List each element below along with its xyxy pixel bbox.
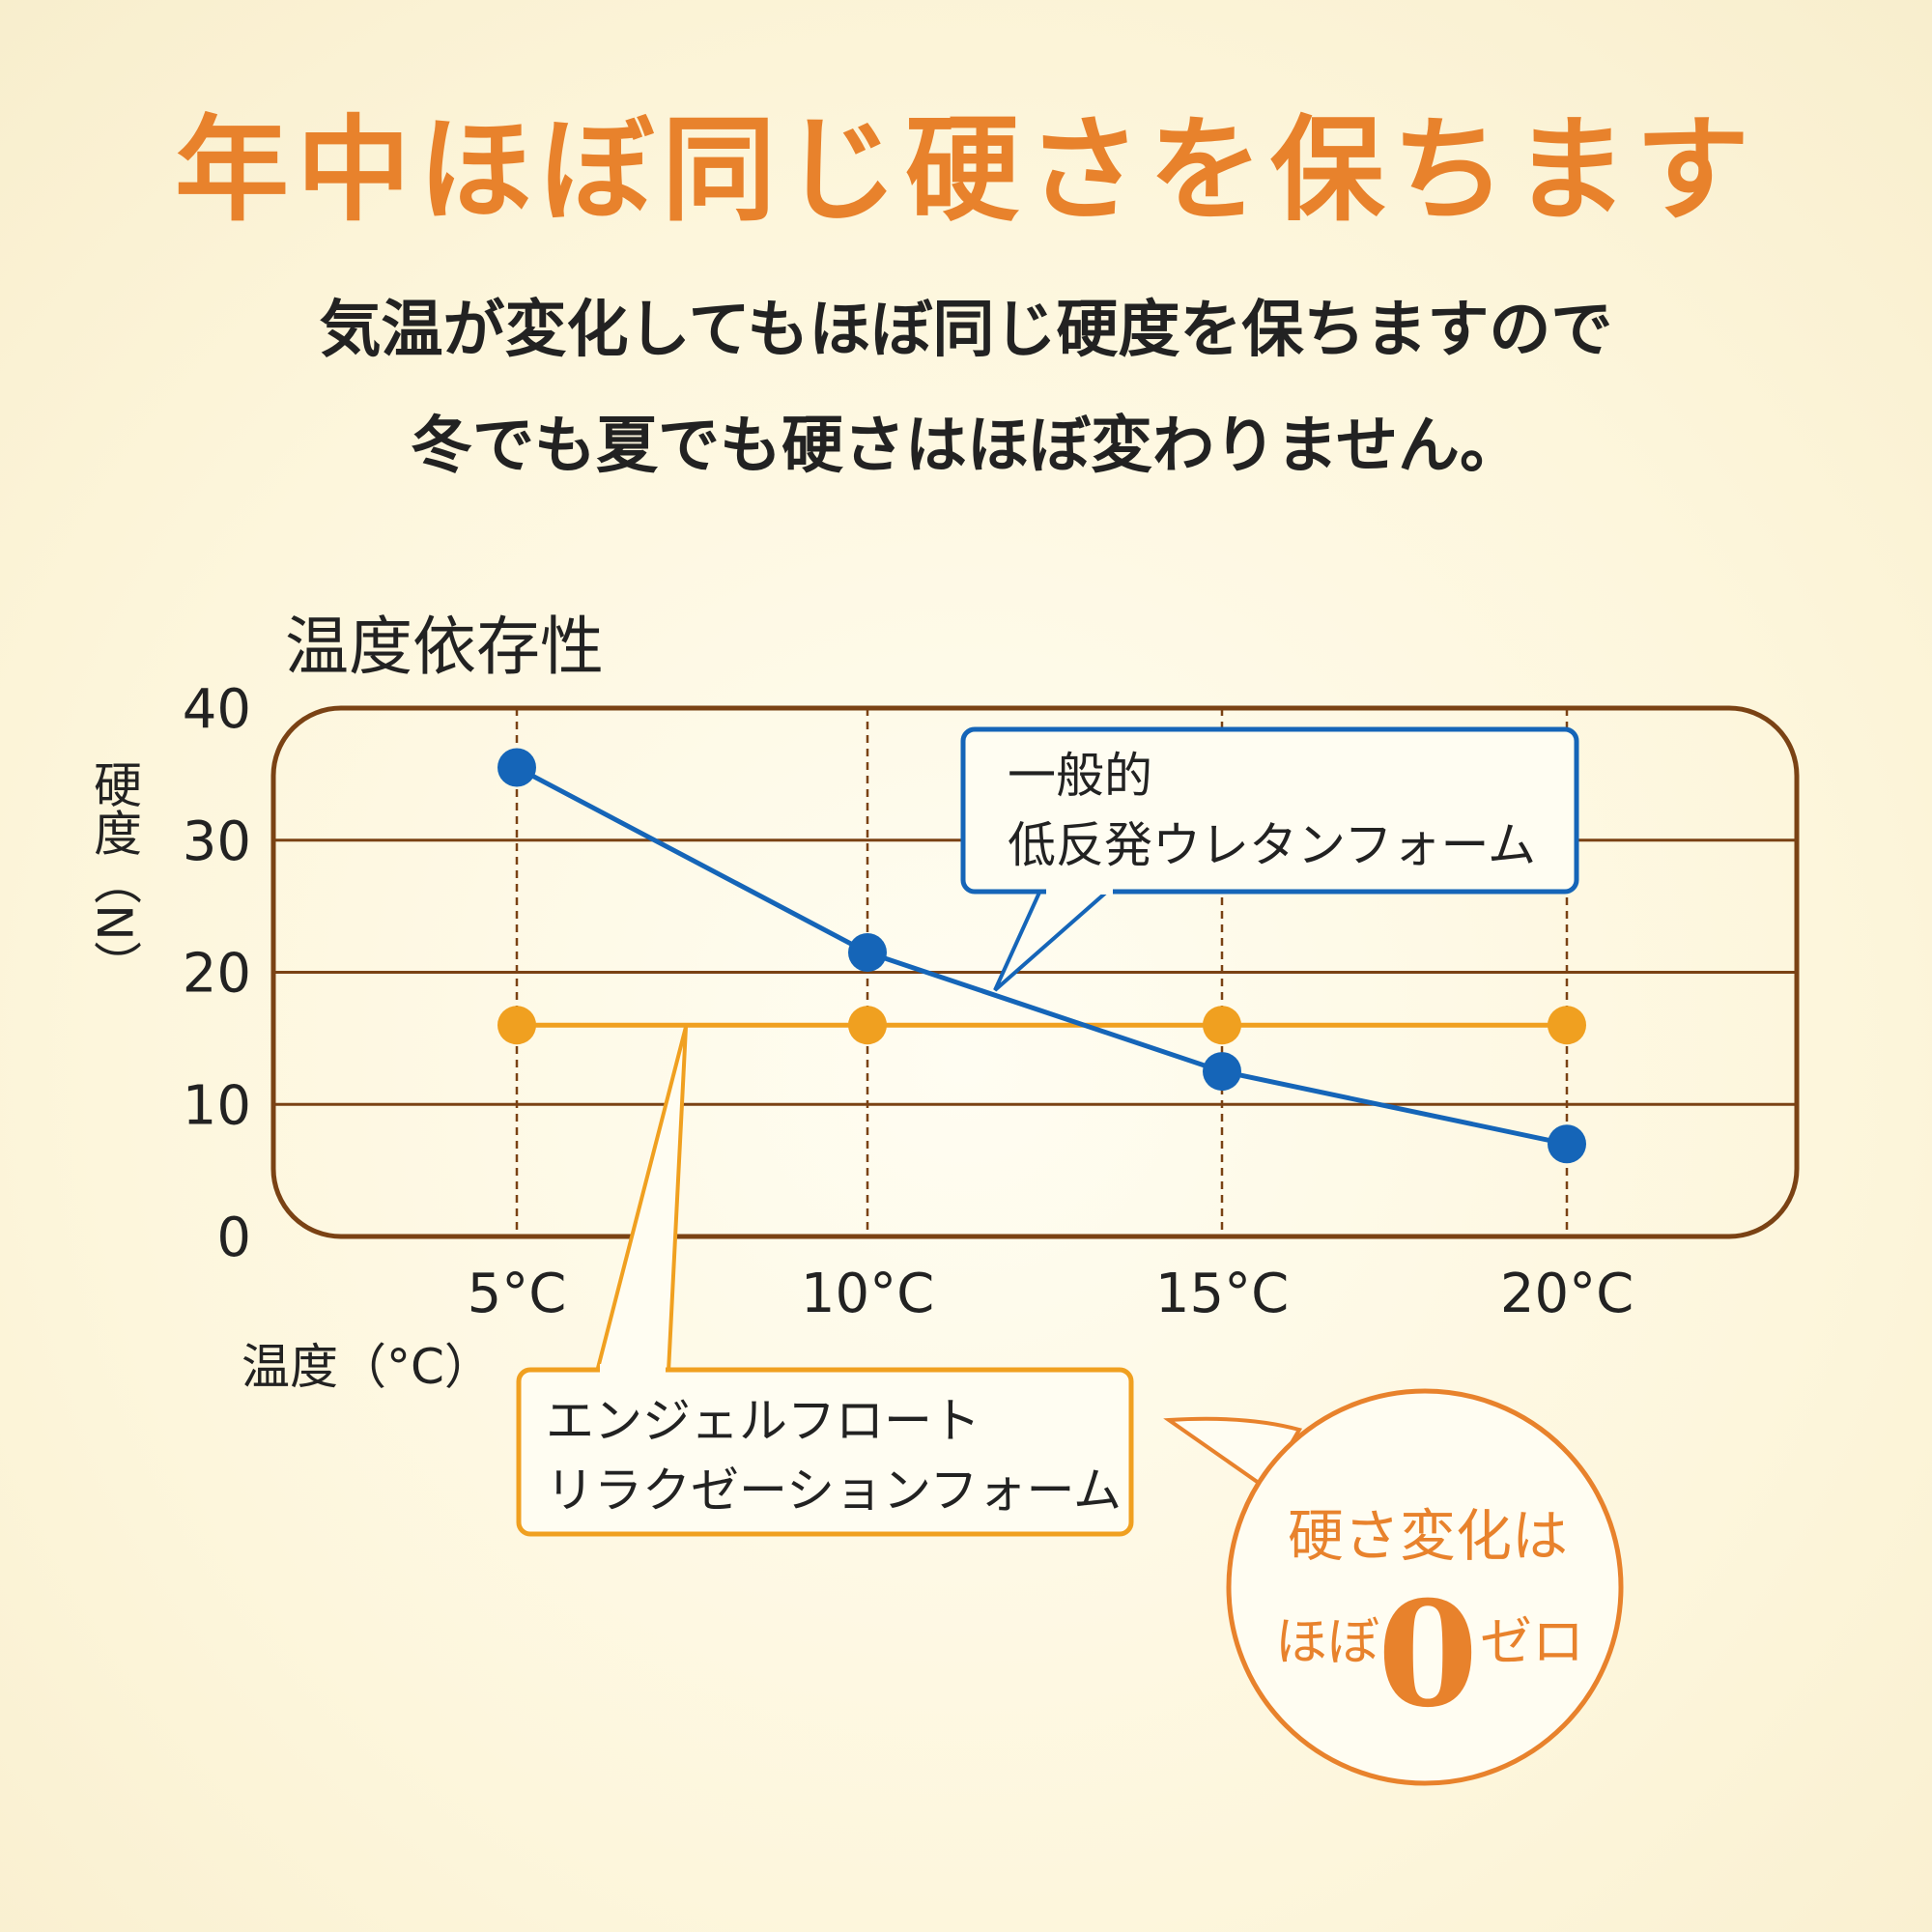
- x-tick-label: 15°C: [1155, 1263, 1289, 1325]
- callout-general-pointer: [993, 882, 1122, 992]
- x-tick-label: 5°C: [468, 1263, 567, 1325]
- zero-change-badge: 硬さ変化は ほぼ 0 ゼロ: [1163, 1388, 1624, 1786]
- x-tick-label: 20°C: [1500, 1263, 1634, 1325]
- chart-title: 温度依存性: [285, 610, 604, 684]
- x-tick-label: 10°C: [801, 1263, 934, 1325]
- x-axis-label: 温度（°C）: [242, 1339, 493, 1395]
- y-tick-label: 0: [216, 1207, 251, 1269]
- y-axis-label: 硬度（N）: [86, 759, 142, 988]
- data-point-angel: [497, 1006, 536, 1045]
- subtitle-line-1: 気温が変化してもほぼ同じ硬度を保ちますので: [319, 294, 1613, 366]
- badge-prefix: ほぼ: [1275, 1611, 1379, 1672]
- data-point-general: [1203, 1052, 1241, 1092]
- data-point-angel: [1548, 1006, 1586, 1045]
- badge-zero: 0: [1378, 1570, 1478, 1740]
- badge-line1: 硬さ変化は: [1288, 1503, 1568, 1569]
- data-point-angel: [848, 1006, 887, 1045]
- y-tick-label: 20: [183, 943, 251, 1006]
- x-tick-labels: 5°C 10°C 15°C 20°C: [468, 1263, 1634, 1325]
- data-point-general: [1548, 1124, 1586, 1164]
- y-tick-label: 40: [183, 678, 251, 741]
- data-point-general: [848, 932, 887, 972]
- callout-angel-line2: リラクゼーションフォーム: [546, 1463, 1122, 1519]
- callout-general: 一般的 低反発ウレタンフォーム: [960, 726, 1579, 992]
- callout-general-line1: 一般的: [1008, 748, 1152, 804]
- series-layer: [497, 748, 1586, 1164]
- y-tick-label: 30: [183, 810, 251, 873]
- badge-suffix: ゼロ: [1480, 1611, 1584, 1672]
- data-point-general: [497, 748, 536, 787]
- headline: 年中ほぼ同じ硬さを保ちます: [174, 102, 1757, 237]
- badge-circle: [1226, 1388, 1624, 1786]
- callout-general-line2: 低反発ウレタンフォーム: [1008, 817, 1536, 873]
- callout-general-box: [960, 726, 1579, 895]
- callout-angel-box: [516, 1367, 1134, 1537]
- data-point-angel: [1203, 1006, 1241, 1045]
- callout-angel-joint: [600, 1364, 666, 1376]
- callout-angel: エンジェルフロート リラクゼーションフォーム: [516, 1026, 1134, 1537]
- series-line-general: [515, 765, 1568, 1147]
- y-tick-label: 10: [183, 1074, 251, 1137]
- callout-angel-pointer: [594, 1026, 688, 1374]
- callout-angel-line1: エンジェルフロート: [546, 1393, 980, 1449]
- callout-general-joint: [1046, 883, 1113, 895]
- y-tick-labels: 0 10 20 30 40: [183, 678, 251, 1269]
- subtitle-line-2: 冬でも夏でも硬さはほぼ変わりません。: [410, 410, 1522, 482]
